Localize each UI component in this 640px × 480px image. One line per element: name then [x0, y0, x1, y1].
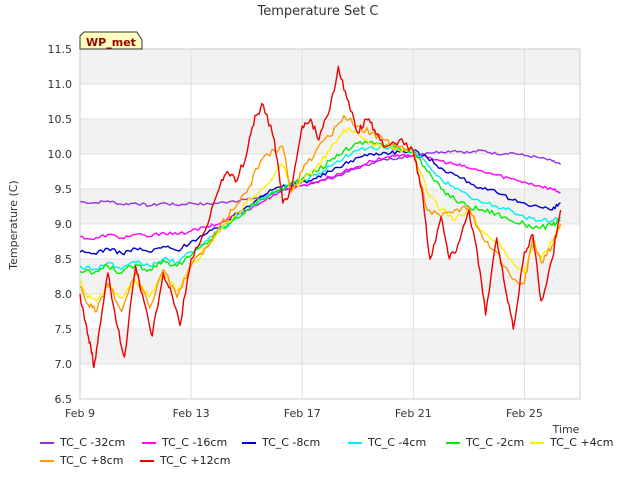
y-tick-label: 10.0 — [48, 148, 73, 161]
series-line-tc-c-16cm — [79, 153, 561, 241]
series-line-tc-c-2cm — [79, 140, 561, 275]
legend-swatch — [348, 441, 362, 444]
legend-item: TC_C -4cm — [348, 436, 426, 449]
x-tick-label: Feb 25 — [506, 407, 543, 420]
legend-label: TC_C -8cm — [262, 436, 321, 449]
annotation-label: WP_met — [86, 36, 136, 49]
x-tick-label: Feb 21 — [395, 407, 432, 420]
legend-item: TC_C -8cm — [242, 436, 320, 449]
plot-area-border — [79, 48, 581, 400]
x-tick-label: Feb 13 — [173, 407, 210, 420]
x-tick-label: Feb 17 — [284, 407, 321, 420]
y-tick-label: 8.5 — [55, 253, 73, 266]
legend-label: TC_C +12cm — [160, 454, 231, 467]
legend-swatch — [530, 441, 544, 444]
legend-item: TC_C +12cm — [140, 454, 230, 467]
y-tick-label: 7.0 — [55, 358, 73, 371]
y-tick-label: 9.0 — [55, 218, 73, 231]
series-line-tc-c-4cm — [79, 145, 562, 271]
x-axis-label: Time — [552, 423, 580, 436]
legend-swatch — [242, 441, 256, 444]
legend-swatch — [142, 441, 156, 444]
y-tick-label: 6.5 — [55, 393, 73, 406]
x-tick-label: Feb 9 — [65, 407, 95, 420]
series-line-tc-c-8cm — [79, 114, 562, 313]
y-tick-label: 8.0 — [55, 288, 73, 301]
legend-label: TC_C +4cm — [550, 436, 614, 449]
legend-swatch — [40, 459, 54, 462]
y-axis-label: Temperature (C) — [7, 180, 20, 270]
legend-item: TC_C +8cm — [40, 454, 123, 467]
y-tick-label: 10.5 — [48, 113, 73, 126]
x-axis-ticks: Feb 9 Feb 13 Feb 17 Feb 21 Feb 25 — [65, 407, 543, 420]
plot-band — [80, 329, 580, 364]
legend-swatch — [446, 441, 460, 444]
series-line-tc-c-12cm — [79, 65, 562, 369]
legend-swatch — [40, 441, 54, 444]
y-tick-label: 11.5 — [48, 43, 73, 56]
legend-item: TC_C -16cm — [142, 436, 227, 449]
legend-item: TC_C +4cm — [530, 436, 613, 449]
legend-label: TC_C -4cm — [368, 436, 427, 449]
plot-band — [80, 49, 580, 84]
legend-label: TC_C +8cm — [60, 454, 124, 467]
legend-label: TC_C -2cm — [466, 436, 525, 449]
series-layer — [79, 65, 562, 369]
legend-swatch — [140, 459, 154, 462]
chart-title: Temperature Set C — [256, 4, 378, 19]
series-line-tc-c-4cm — [79, 127, 562, 302]
annotation-box: WP_met — [79, 31, 143, 50]
y-tick-label: 7.5 — [55, 323, 73, 336]
legend-item: TC_C -32cm — [40, 436, 125, 449]
series-line-tc-c-8cm — [79, 149, 561, 256]
legend-label: TC_C -16cm — [162, 436, 228, 449]
y-tick-label: 11.0 — [48, 78, 73, 91]
y-tick-label: 9.5 — [55, 183, 73, 196]
legend-label: TC_C -32cm — [60, 436, 126, 449]
legend-item: TC_C -2cm — [446, 436, 524, 449]
y-axis-ticks: 6.5 7.0 7.5 8.0 8.5 9.0 9.5 10.0 10.5 11.0 11.5 — [48, 43, 73, 406]
